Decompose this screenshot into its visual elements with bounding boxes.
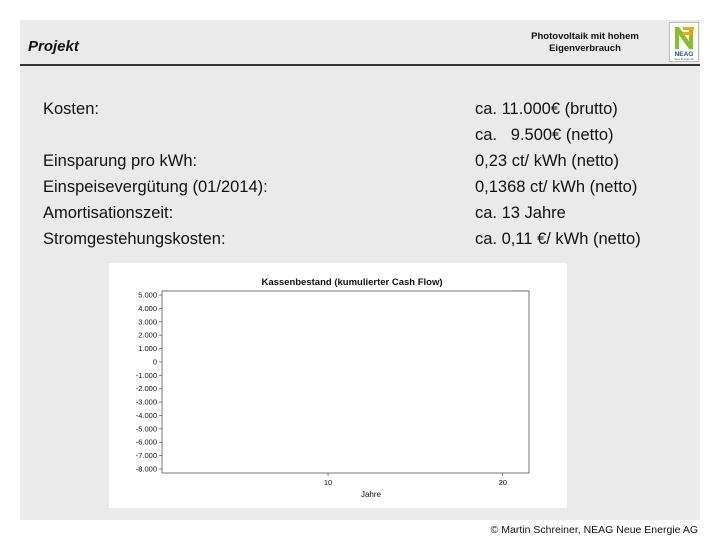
logo-subtext: Neue Energie AG [674, 58, 694, 61]
y-tick-label: 1.000 [138, 344, 157, 353]
y-tick-label: -8.000 [136, 464, 157, 473]
fact-value-einspeiseverguetung: 0,1368 ct/ kWh (netto) [475, 178, 638, 196]
cashflow-chart-svg: Kassenbestand (kumulierter Cash Flow) 5.… [136, 277, 530, 499]
logo-text: NEAG [674, 51, 694, 58]
header-subtitle-line2: Eigenverbrauch [549, 43, 621, 54]
y-tick-label: -3.000 [136, 398, 157, 407]
x-axis-label: Jahre [361, 490, 382, 499]
fact-value-einsparung: 0,23 ct/ kWh (netto) [475, 152, 619, 170]
y-tick-label: -1.000 [136, 371, 157, 380]
y-tick-label: 5.000 [138, 291, 157, 300]
chart-title: Kassenbestand (kumulierter Cash Flow) [261, 277, 442, 288]
header-subtitle-line1: Photovoltaik mit hohem [531, 31, 639, 42]
y-tick-label: -4.000 [136, 411, 157, 420]
fact-value-kosten-netto: ca. 9.500€ (netto) [475, 126, 614, 144]
chart-axes: 5.000 4.000 3.000 2.000 1.000 0 -1.000 -2.000 -3… [136, 290, 530, 487]
y-tick-label: 2.000 [138, 331, 157, 340]
page-title: Projekt [28, 38, 79, 55]
fact-label-einspeiseverguetung: Einspeisevergütung (01/2014): [43, 178, 268, 196]
y-tick-label: -6.000 [136, 438, 157, 447]
fact-label-stromgestehung: Stromgestehungskosten: [43, 230, 226, 248]
x-tick-label: 10 [324, 478, 332, 487]
neag-logo: NEAG Neue Energie AG [669, 22, 699, 62]
footer-copyright: © Martin Schreiner, NEAG Neue Energie AG [490, 524, 698, 536]
header-subtitle: Photovoltaik mit hohem Eigenverbrauch [500, 31, 670, 55]
y-tick-label: -2.000 [136, 384, 157, 393]
y-tick-label: 4.000 [138, 304, 157, 313]
x-tick-label: 20 [499, 478, 507, 487]
y-tick-label: -5.000 [136, 424, 157, 433]
y-tick-label: 3.000 [138, 317, 157, 326]
fact-label-amortisation: Amortisationszeit: [43, 204, 174, 222]
fact-value-stromgestehung: ca. 0,11 €/ kWh (netto) [475, 230, 641, 248]
fact-value-amortisation: ca. 13 Jahre [475, 204, 566, 222]
fact-label-kosten: Kosten: [43, 100, 99, 118]
cashflow-chart: Kassenbestand (kumulierter Cash Flow) 5.… [109, 263, 567, 508]
y-tick-label: -7.000 [136, 451, 157, 460]
neag-logo-icon [675, 27, 694, 49]
header-divider [20, 64, 700, 66]
plot-frame [161, 290, 530, 474]
fact-label-einsparung: Einsparung pro kWh: [43, 152, 198, 170]
y-tick-label: 0 [153, 357, 157, 366]
fact-value-kosten-brutto: ca. 11.000€ (brutto) [475, 100, 618, 118]
